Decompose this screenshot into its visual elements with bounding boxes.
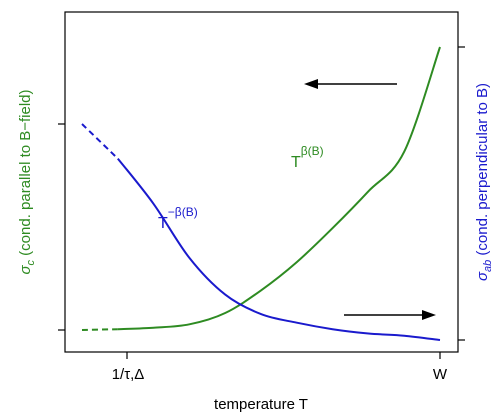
arrow-right <box>344 310 436 320</box>
x-tick-label-2: W <box>433 366 448 383</box>
sigma-ab-line-dashed <box>81 123 119 160</box>
y-right-subscript: ab <box>482 260 494 272</box>
sigma-c-line-dashed <box>81 328 118 331</box>
y-right-text: (cond. perpendicular to B) <box>474 83 491 260</box>
plot-frame <box>64 11 459 353</box>
sigma-c-line <box>117 46 441 331</box>
arrow-left <box>304 79 397 89</box>
y-left-text: (cond. parallel to B−field) <box>17 89 34 260</box>
y-axis-title-left: σc (cond. parallel to B−field) <box>17 89 37 274</box>
y-axis-title-right: σab (cond. perpendicular to B) <box>474 83 494 281</box>
sigma-c-label-base: T <box>291 154 301 171</box>
sigma-ab-label-base: T <box>158 215 168 232</box>
x-axis-title: temperature T <box>214 396 308 413</box>
sigma-ab-curve-label: T−β(B) <box>158 205 198 232</box>
y-right-symbol: σ <box>474 271 491 281</box>
x-tick-label-1: 1/τ,Δ <box>112 366 145 383</box>
sigma-ab-line <box>117 157 441 341</box>
sigma-c-label-exponent: β(B) <box>301 144 324 158</box>
sigma-c-curve-label: Tβ(B) <box>291 144 324 171</box>
y-left-symbol: σ <box>17 265 34 275</box>
y-left-subscript: c <box>25 259 37 265</box>
sigma-ab-label-exponent: −β(B) <box>168 205 198 219</box>
